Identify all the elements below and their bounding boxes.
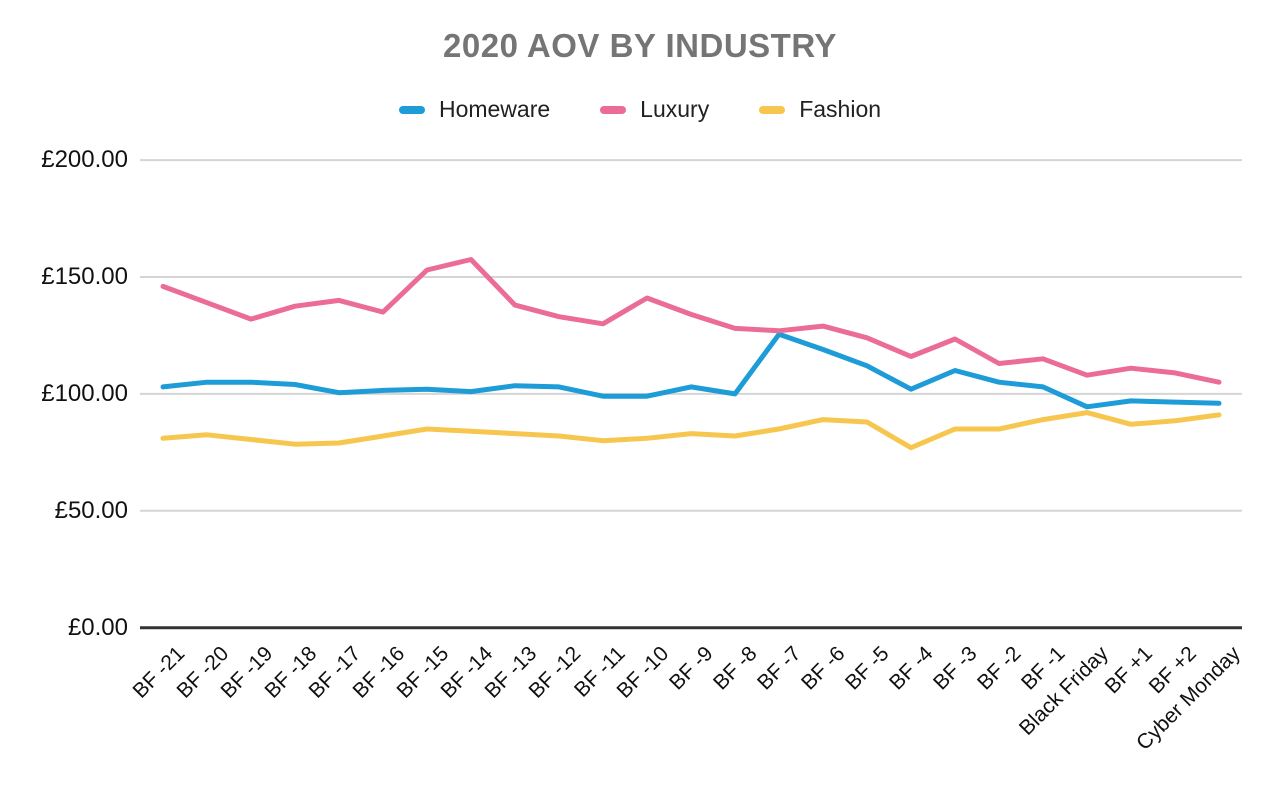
y-axis-tick-label: £50.00 [54, 496, 128, 524]
legend-label-homeware: Homeware [438, 96, 551, 122]
legend-label-fashion: Fashion [799, 96, 882, 122]
y-axis-tick-label: £0.00 [67, 613, 128, 641]
legend-swatch-homeware [398, 105, 425, 114]
legend-item-fashion: Fashion [759, 96, 881, 123]
legend-label-luxury: Luxury [640, 96, 710, 122]
chart-legend: Homeware Luxury Fashion [0, 96, 1280, 123]
legend-swatch-luxury [600, 105, 627, 114]
legend-item-homeware: Homeware [398, 96, 551, 123]
series-line-homeware [160, 331, 1222, 410]
series-line-fashion [160, 410, 1222, 451]
series-line-luxury [160, 257, 1222, 385]
y-axis-tick-label: £100.00 [41, 379, 128, 407]
y-axis-tick-label: £200.00 [41, 146, 128, 174]
y-axis-tick-label: £150.00 [41, 263, 128, 290]
legend-swatch-fashion [759, 105, 786, 114]
legend-item-luxury: Luxury [600, 96, 709, 123]
chart-title: 2020 AOV BY INDUSTRY [443, 27, 837, 64]
